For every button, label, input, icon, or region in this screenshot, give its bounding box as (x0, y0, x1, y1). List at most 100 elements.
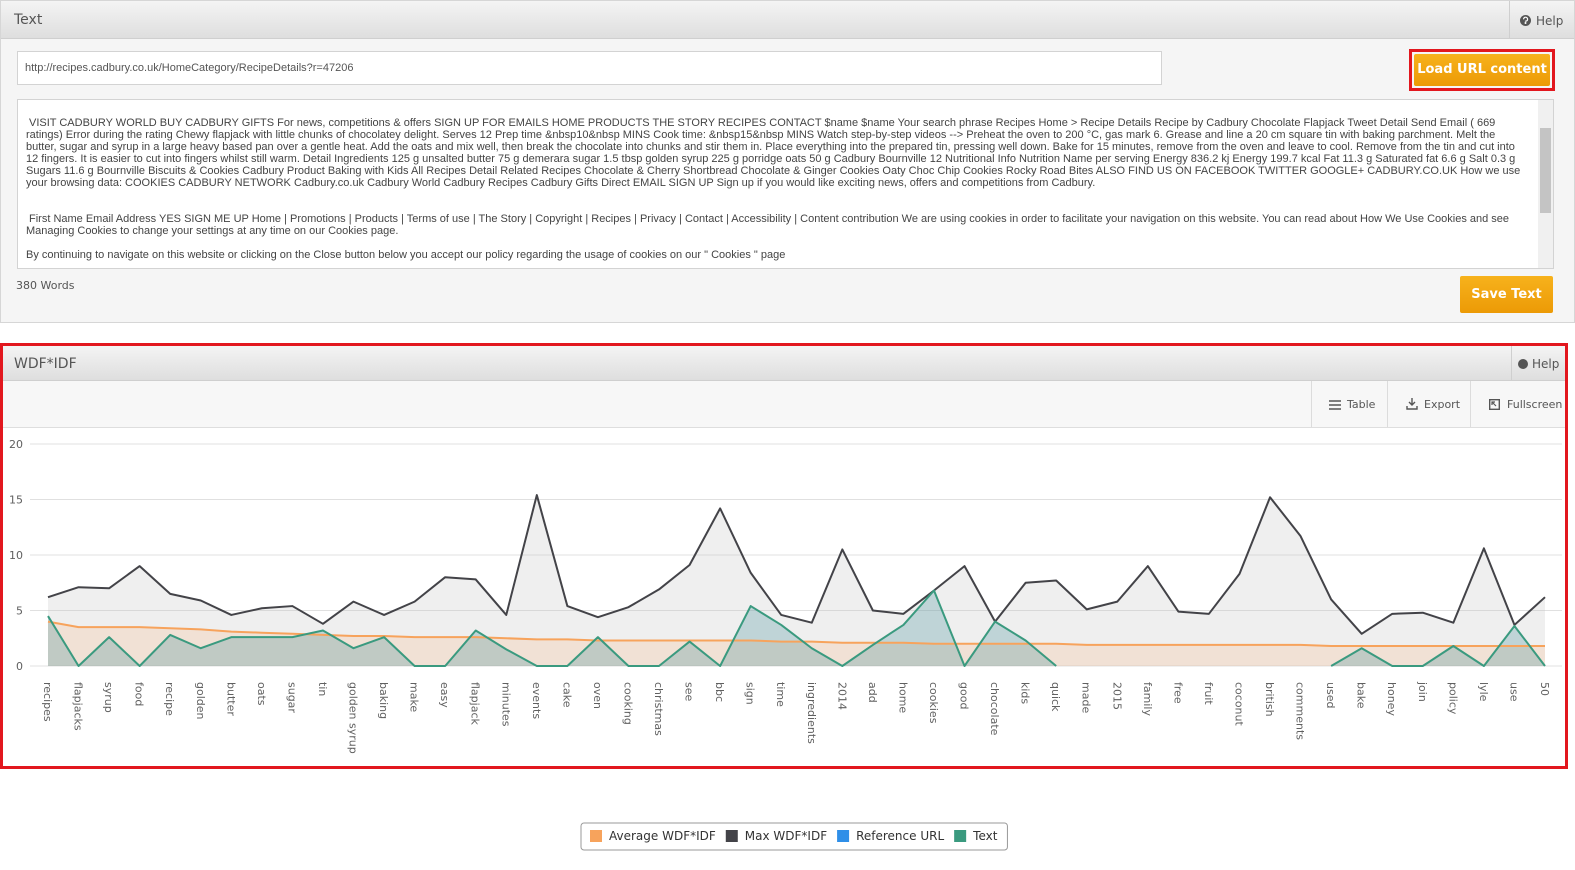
x-tick-label: kids (1019, 682, 1032, 704)
toolbar-label: Export (1424, 398, 1461, 411)
help-icon (1518, 359, 1528, 369)
x-tick-label: add (866, 682, 879, 703)
x-tick-label: sign (744, 682, 757, 705)
x-tick-label: minutes (499, 682, 512, 727)
x-tick-label: 2014 (835, 682, 848, 710)
text-area[interactable]: VISIT CADBURY WORLD BUY CADBURY GIFTS Fo… (17, 99, 1554, 269)
y-tick-label: 20 (9, 438, 23, 451)
y-tick-label: 15 (9, 494, 23, 507)
table-icon (1329, 400, 1341, 410)
text-paragraph: First Name Email Address YES SIGN ME UP … (26, 213, 1510, 237)
help-button[interactable]: Help (1509, 1, 1574, 38)
x-tick-label: baking (377, 682, 390, 719)
fullscreen-icon (1489, 399, 1500, 410)
y-tick-label: 10 (9, 549, 23, 562)
fullscreen-button[interactable]: Fullscreen (1470, 381, 1565, 427)
help-label: Help (1536, 14, 1564, 28)
x-tick-label: time (774, 682, 787, 707)
legend-swatch (954, 830, 967, 842)
series-line (47, 620, 1545, 648)
x-tick-label: honey (1385, 682, 1398, 716)
x-tick-label: comments (1294, 682, 1307, 740)
area-fill (48, 621, 1545, 666)
legend-label: Text (972, 829, 998, 843)
x-tick-label: sugar (285, 682, 298, 713)
x-tick-label: join (1416, 681, 1429, 702)
x-tick-label: good (958, 682, 971, 709)
help-icon (1520, 15, 1531, 26)
toolbar-label: Table (1347, 398, 1376, 411)
x-tick-label: golden (194, 682, 207, 720)
series-line (47, 589, 1546, 667)
export-button[interactable]: Export (1387, 381, 1470, 427)
x-tick-label: cookies (927, 682, 940, 724)
x-tick-label: tin (316, 682, 329, 696)
x-tick-label: bake (1355, 682, 1368, 709)
legend-box (580, 822, 1008, 851)
word-count: 380 Words (16, 279, 75, 292)
x-tick-label: christmas (652, 682, 665, 736)
x-tick-label: free (1171, 682, 1184, 704)
x-tick-label: quick (1049, 682, 1062, 712)
x-tick-label: used (1324, 682, 1337, 708)
x-tick-label: see (683, 682, 696, 701)
x-tick-label: policy (1446, 682, 1459, 715)
export-icon (1406, 398, 1418, 410)
x-tick-label: food (133, 682, 146, 706)
series-line (47, 494, 1546, 635)
area-fill (48, 495, 1545, 666)
scroll-thumb[interactable] (1540, 128, 1551, 213)
table-button[interactable]: Table (1311, 381, 1387, 427)
x-tick-label: family (1141, 682, 1154, 716)
chart-toolbar: Table Export Fullscreen (3, 381, 1565, 428)
x-tick-label: syrup (102, 682, 115, 713)
toolbar-label: Fullscreen (1507, 398, 1563, 411)
x-tick-label: 2015 (1110, 682, 1123, 710)
x-tick-label: fruit (1202, 682, 1215, 705)
save-text-button[interactable]: Save Text (1460, 276, 1553, 313)
wdf-panel: WDF*IDF Help Table Export Fullscreen (0, 343, 1568, 769)
text-paragraph: VISIT CADBURY WORLD BUY CADBURY GIFTS Fo… (26, 117, 1521, 189)
url-input[interactable]: http://recipes.cadbury.co.uk/HomeCategor… (17, 51, 1162, 85)
x-tick-label: flapjacks (72, 682, 85, 731)
load-button-highlight: Load URL content (1409, 49, 1555, 91)
x-tick-label: cake (560, 682, 573, 708)
x-tick-label: bbc (713, 682, 726, 702)
x-tick-label: recipe (163, 682, 176, 716)
x-tick-label: chocolate (988, 682, 1001, 736)
legend-swatch (590, 830, 602, 842)
panel-title: WDF*IDF (14, 356, 77, 372)
legend-label: Max WDF*IDF (745, 829, 827, 843)
area-fill (48, 590, 1545, 666)
y-tick-label: 0 (16, 660, 23, 673)
x-tick-label: flapjack (469, 682, 482, 725)
text-panel: Text Help http://recipes.cadbury.co.uk/H… (0, 0, 1575, 323)
x-tick-label: lyle (1477, 682, 1490, 702)
panel-header: Text Help (1, 1, 1574, 39)
legend-label: Average WDF*IDF (609, 829, 716, 843)
x-tick-label: oven (591, 682, 604, 709)
x-tick-label: butter (224, 682, 237, 716)
help-button[interactable]: Help (1511, 346, 1565, 380)
legend-swatch (725, 830, 738, 842)
x-tick-label: golden syrup (347, 682, 360, 754)
x-tick-label: easy (438, 682, 451, 708)
x-tick-label: make (408, 682, 421, 712)
load-url-button[interactable]: Load URL content (1414, 54, 1550, 86)
x-tick-label: cooking (621, 682, 634, 725)
y-tick-label: 5 (16, 605, 23, 618)
x-tick-label: oats (255, 682, 268, 706)
x-tick-label: ingredients (805, 682, 818, 744)
panel-header: WDF*IDF Help (3, 346, 1565, 381)
x-tick-label: 50 (1538, 682, 1551, 696)
help-label: Help (1532, 357, 1560, 371)
legend-label: Reference URL (856, 829, 944, 843)
panel-title: Text (14, 12, 43, 28)
legend-swatch (837, 830, 850, 842)
x-tick-label: made (1080, 682, 1093, 713)
x-tick-label: recipes (41, 682, 54, 722)
x-tick-label: use (1507, 682, 1520, 702)
x-tick-label: british (1263, 682, 1276, 717)
